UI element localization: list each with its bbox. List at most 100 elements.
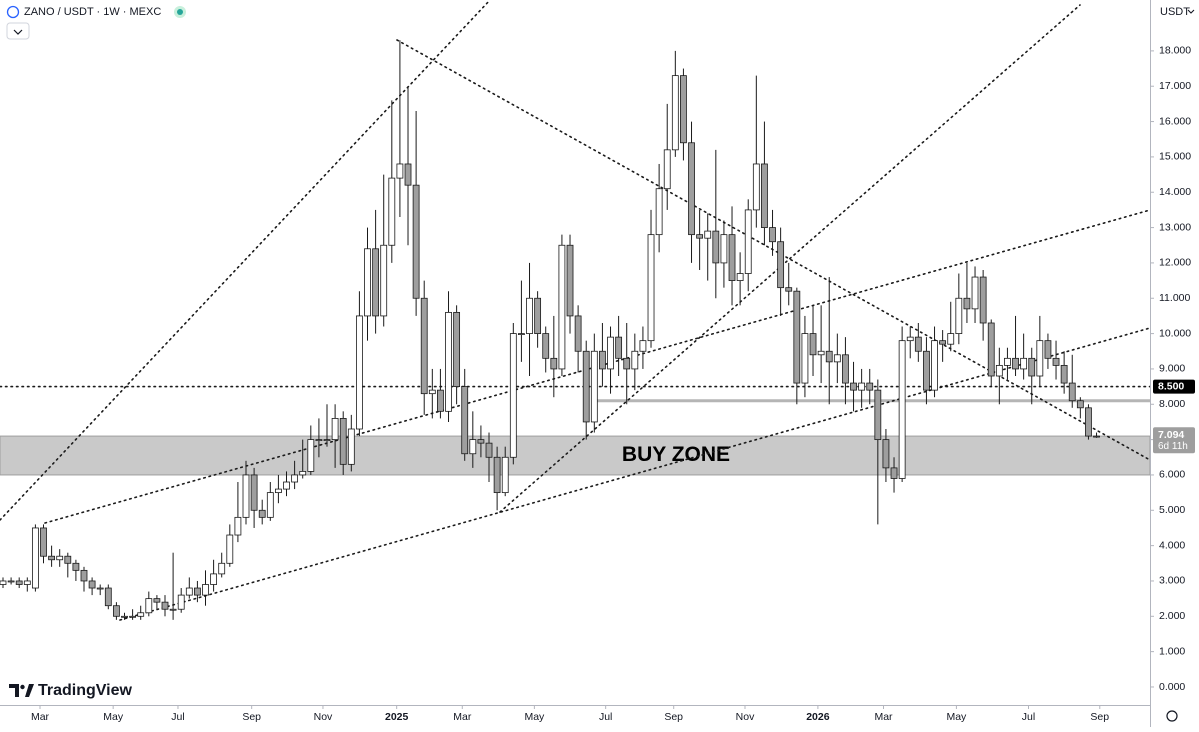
candle-body xyxy=(769,227,776,243)
candle-body xyxy=(31,527,39,589)
y-tick-label: 13.000 xyxy=(1159,221,1191,233)
level-tag-label: 8.500 xyxy=(1158,380,1184,392)
candle-body xyxy=(396,163,404,179)
zone-layer: BUY ZONE xyxy=(0,385,1151,476)
y-tick-label: 16.000 xyxy=(1159,115,1191,127)
candle-body xyxy=(720,234,728,264)
candle-body xyxy=(501,456,509,494)
y-tick-label: 10.000 xyxy=(1159,327,1191,339)
candle-body xyxy=(226,534,234,564)
candle-body xyxy=(995,364,1003,377)
candle-body xyxy=(1060,364,1068,384)
candle-body xyxy=(323,439,331,442)
candle-body xyxy=(364,248,371,317)
candle-body xyxy=(96,587,104,590)
brand-logo: TradingView xyxy=(9,682,133,699)
candle-body xyxy=(890,467,898,479)
candle-body xyxy=(526,297,533,334)
candle-body xyxy=(607,336,614,370)
brand-name: TradingView xyxy=(38,682,133,699)
candle-body xyxy=(574,315,582,352)
candle-body xyxy=(15,580,23,585)
candle-body xyxy=(485,442,493,458)
candle-body xyxy=(202,584,209,596)
candle-body xyxy=(275,488,282,494)
x-tick-label: Sep xyxy=(242,711,261,723)
y-tick-label: 6.000 xyxy=(1159,469,1185,481)
candle-body xyxy=(914,336,922,352)
candle-body xyxy=(833,354,841,363)
y-tick-label: 5.000 xyxy=(1159,504,1185,516)
candle-body xyxy=(113,605,120,617)
y-tick-label: 9.000 xyxy=(1159,363,1185,375)
candle-body xyxy=(64,555,72,564)
candle-body xyxy=(493,456,501,494)
x-tick-label: May xyxy=(524,711,545,723)
candle-body xyxy=(728,234,736,281)
chevron-icon xyxy=(13,29,23,35)
x-tick-label: 2025 xyxy=(385,711,409,723)
logo-mark xyxy=(25,684,34,697)
candle-body xyxy=(866,382,874,391)
trend-line xyxy=(396,39,1151,461)
currency-chevron xyxy=(1187,9,1195,14)
candle-body xyxy=(1085,407,1092,437)
currency-label[interactable]: USDT xyxy=(1160,6,1190,18)
x-tick-label: Sep xyxy=(1090,711,1109,723)
candle-body xyxy=(388,177,396,246)
candle-body xyxy=(615,336,623,359)
candle-body xyxy=(931,340,938,391)
candle-body xyxy=(420,297,428,395)
candle-body xyxy=(631,350,639,370)
candle-body xyxy=(963,297,971,310)
candle-body xyxy=(801,333,809,384)
candle-body xyxy=(566,244,574,317)
candle-body xyxy=(477,439,485,444)
candle-body xyxy=(761,163,768,228)
last-price-label: 7.094 xyxy=(1158,429,1184,441)
x-tick-label: 2026 xyxy=(806,711,830,723)
candle-body xyxy=(0,580,7,585)
last-price-tag xyxy=(1153,427,1195,454)
candle-body xyxy=(1076,400,1084,409)
candle-body xyxy=(509,333,517,458)
candle-body xyxy=(688,142,695,236)
candle-body xyxy=(858,382,866,391)
candle-body xyxy=(1004,357,1011,366)
candle-body xyxy=(663,149,671,190)
candle-body xyxy=(169,608,177,611)
candle-body xyxy=(283,481,290,490)
candle-body xyxy=(939,340,947,345)
candle-body xyxy=(258,509,266,518)
trend-line xyxy=(119,327,1151,621)
candle-body xyxy=(23,580,31,585)
candle-body xyxy=(40,527,47,557)
candle-body xyxy=(704,230,712,239)
candle-body xyxy=(558,244,566,370)
candle-body xyxy=(72,562,80,571)
x-tick-label: May xyxy=(103,711,124,723)
candle-body xyxy=(1020,357,1028,370)
candle-body xyxy=(1036,340,1044,377)
candle-body xyxy=(671,75,679,151)
candle-body xyxy=(7,580,15,583)
candle-body xyxy=(161,601,169,610)
candle-body xyxy=(987,322,995,377)
collapse-button[interactable] xyxy=(6,22,30,40)
candle-body xyxy=(793,290,801,384)
candle-body xyxy=(955,297,963,334)
y-tick-label: 14.000 xyxy=(1159,186,1191,198)
candle-body xyxy=(469,439,477,455)
candle-body xyxy=(339,418,347,465)
candle-body xyxy=(639,340,647,352)
x-tick-label: Mar xyxy=(874,711,893,723)
candle-body xyxy=(825,350,833,363)
candle-body xyxy=(299,471,307,476)
chart-title: ZANO / USDT · 1W · MEXC xyxy=(24,6,161,18)
candle-body xyxy=(1052,357,1060,366)
candle-body xyxy=(307,439,315,472)
symbol-icon xyxy=(6,5,20,19)
settings-icon[interactable] xyxy=(1166,710,1178,722)
buy-zone xyxy=(0,435,1151,476)
candle-body xyxy=(356,315,363,430)
